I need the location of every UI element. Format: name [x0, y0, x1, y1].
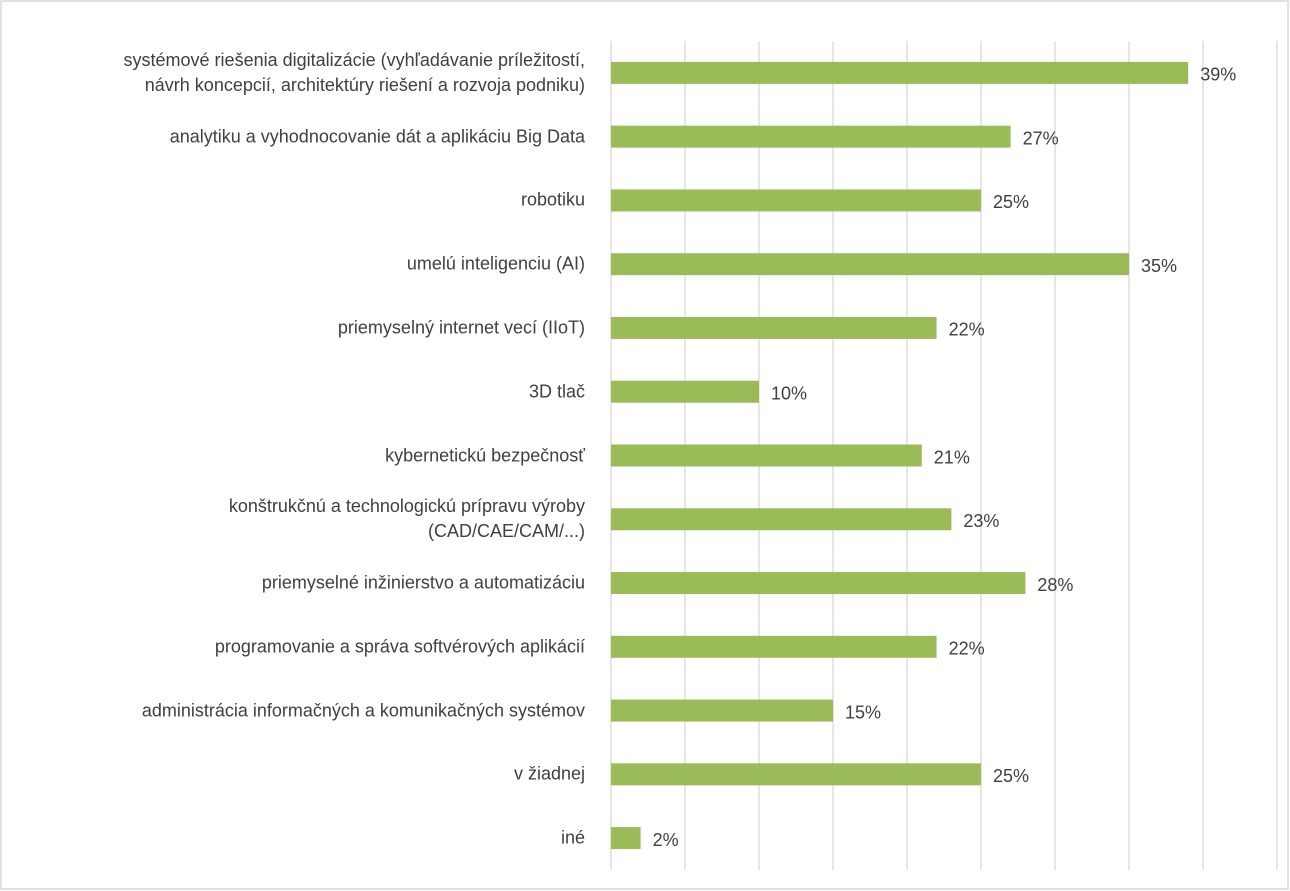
value-label: 39% [1200, 65, 1236, 85]
bar [611, 61, 1189, 84]
value-label: 25% [993, 192, 1029, 212]
y-tick-label: priemyselný internet vecí (IIoT) [337, 317, 585, 338]
y-tick-label: programovanie a správa softvérových apli… [214, 636, 585, 657]
bar [611, 380, 759, 403]
value-label: 22% [949, 639, 985, 659]
y-tick-label: systémové riešenia digitalizácie (vyhľad… [123, 49, 585, 95]
bar [611, 125, 1011, 148]
value-label: 21% [934, 447, 970, 467]
y-tick-label: robotiku [520, 189, 585, 210]
y-tick-label: 3D tlač [528, 381, 585, 402]
y-tick-label: iné [560, 827, 585, 848]
bar [611, 635, 937, 658]
bar [611, 189, 981, 212]
y-tick-label: konštrukčnú a technologickú prípravu výr… [228, 496, 585, 542]
bar [611, 572, 1026, 595]
y-tick-label: v žiadnej [513, 763, 585, 784]
y-tick-label: kybernetickú bezpečnosť [385, 445, 585, 465]
bar [611, 699, 833, 722]
value-label: 15% [845, 702, 881, 722]
value-label: 2% [653, 830, 679, 850]
bar [611, 316, 937, 339]
y-tick-label: umelú inteligenciu (AI) [406, 253, 585, 274]
value-label: 22% [949, 320, 985, 340]
value-label: 28% [1037, 575, 1073, 595]
bar [611, 763, 981, 786]
value-label: 10% [771, 383, 807, 403]
value-label: 35% [1141, 256, 1177, 276]
value-label: 25% [993, 766, 1029, 786]
bar [611, 508, 952, 531]
y-tick-label: administrácia informačných a komunikačný… [141, 700, 585, 721]
y-tick-label: analytiku a vyhodnocovanie dát a aplikác… [169, 126, 585, 147]
value-label: 27% [1023, 128, 1059, 148]
value-label: 23% [963, 511, 999, 531]
bar [611, 827, 641, 850]
y-tick-label: priemyselné inžinierstvo a automatizáciu [261, 572, 585, 593]
bar [611, 253, 1129, 276]
bar [611, 444, 922, 467]
